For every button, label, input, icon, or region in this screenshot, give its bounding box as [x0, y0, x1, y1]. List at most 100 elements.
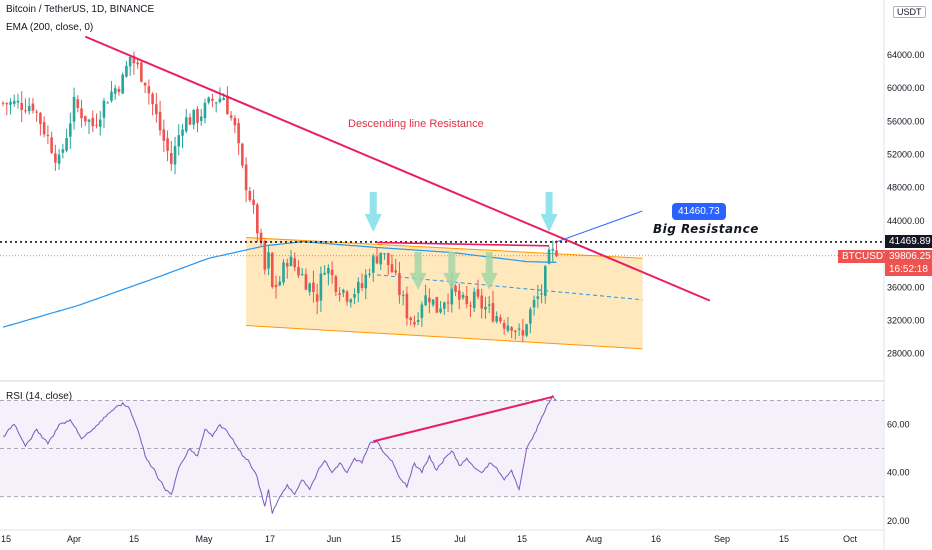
candle-body: [270, 252, 274, 287]
candle-body: [226, 97, 229, 115]
candle-body: [409, 317, 412, 321]
currency-selector[interactable]: USDT: [893, 6, 926, 18]
time-tick-label: 17: [265, 534, 275, 544]
candle-body: [282, 262, 285, 283]
candle-body: [278, 281, 282, 286]
candle-body: [457, 290, 461, 300]
candle-body: [39, 112, 42, 125]
candle-body: [386, 253, 390, 266]
candle-body: [525, 324, 528, 336]
candle-body: [128, 56, 132, 67]
candle-body: [218, 98, 222, 103]
candle-body: [424, 295, 427, 306]
candle-body: [312, 282, 315, 292]
candle-body: [211, 98, 214, 101]
candle-body: [177, 135, 181, 147]
candle-body: [540, 293, 543, 295]
candle-body: [472, 291, 476, 309]
candle-body: [222, 98, 225, 100]
support-test-arrow: [480, 252, 498, 290]
candle-body: [289, 256, 293, 266]
candle-body: [357, 281, 360, 294]
candle-body: [35, 111, 38, 113]
candle-body: [256, 204, 259, 234]
support-test-arrow: [409, 252, 427, 290]
candle-body: [61, 149, 65, 153]
price-channel: [246, 237, 643, 350]
candle-body: [315, 294, 319, 302]
trendlines: [84, 35, 711, 302]
candle-body: [435, 296, 439, 313]
time-tick-label: Jun: [327, 534, 342, 544]
candle-body: [87, 119, 91, 122]
time-tick-label: Oct: [843, 534, 858, 544]
descending-line-label: Descending line Resistance: [348, 118, 484, 130]
candle-body: [132, 55, 136, 64]
candle-body: [248, 190, 252, 201]
candle-body: [401, 295, 405, 297]
candle-body: [229, 115, 233, 118]
rsi-tick-label: 40.00: [887, 468, 910, 478]
descending-trendline: [84, 35, 711, 302]
candle-body: [117, 88, 121, 92]
candle-body: [506, 325, 510, 331]
candle-body: [454, 285, 457, 292]
candle-body: [106, 102, 110, 104]
candle-body: [199, 116, 203, 121]
candle-body: [24, 110, 27, 112]
candle-body: [420, 304, 424, 318]
candle-body: [304, 274, 308, 290]
time-tick-label: Apr: [67, 534, 81, 544]
candle-body: [551, 248, 555, 251]
candle-body: [147, 86, 151, 94]
candle-body: [390, 264, 394, 273]
candle-body: [443, 302, 446, 309]
candle-body: [12, 100, 16, 104]
candle-body: [237, 123, 240, 144]
candle-body: [334, 276, 338, 293]
candle-body: [465, 295, 469, 305]
candle-body: [428, 297, 431, 303]
candle-body: [514, 330, 517, 332]
resistance-price-label: 41469.89: [885, 234, 932, 248]
candle-body: [491, 303, 495, 322]
candle-body: [499, 317, 502, 322]
price-tick-label: 60000.00: [887, 83, 925, 93]
candle-body: [136, 62, 139, 65]
candle-body: [252, 199, 255, 205]
candle-body: [495, 316, 498, 322]
rsi-tick-label: 60.00: [887, 420, 910, 430]
annotation-arrows: [364, 192, 558, 290]
candle-body: [461, 294, 465, 298]
candle-body: [54, 153, 57, 163]
rsi-panel: [0, 394, 884, 514]
candle-body: [323, 272, 326, 275]
time-tick-label: May: [195, 534, 213, 544]
candle-body: [158, 111, 162, 131]
channel-fill: [246, 237, 643, 349]
price-tick-label: 32000.00: [887, 316, 925, 326]
price-tick-label: 36000.00: [887, 282, 925, 292]
candle-body: [16, 100, 20, 103]
symbol-label: BTCUSDT: [838, 249, 894, 263]
candle-body: [476, 289, 480, 297]
candle-body: [80, 108, 83, 119]
candle-body: [57, 154, 61, 164]
rsi-legend[interactable]: RSI (14, close): [6, 391, 73, 402]
candle-body: [166, 138, 169, 151]
candle-body: [364, 274, 368, 289]
candle-body: [544, 266, 547, 296]
candle-body: [297, 267, 300, 276]
candle-body: [192, 109, 196, 125]
time-tick-label: 15: [391, 534, 401, 544]
ema-200-path: [2, 241, 557, 328]
candle-body: [487, 304, 491, 306]
ema-legend[interactable]: EMA (200, close, 0): [6, 22, 94, 33]
candle-body: [170, 153, 173, 164]
rsi-tick-label: 20.00: [887, 516, 910, 526]
candle-body: [308, 283, 311, 292]
time-tick-label: Aug: [586, 534, 602, 544]
candle-body: [173, 146, 177, 165]
candle-body: [151, 93, 154, 105]
